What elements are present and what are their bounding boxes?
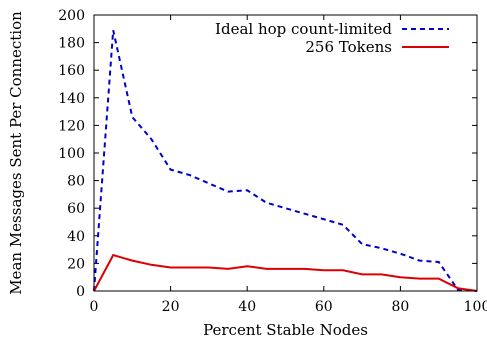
y-tick-label: 20 — [67, 256, 85, 272]
y-axis-label: Mean Messages Sent Per Connection — [7, 11, 25, 295]
x-tick-label: 40 — [238, 299, 256, 315]
x-tick-label: 20 — [162, 299, 180, 315]
series-line-256-tokens — [93, 253, 478, 292]
x-tick-labels: 0 20 40 60 80 100 — [90, 299, 487, 315]
x-axis-label: Percent Stable Nodes — [203, 321, 368, 339]
x-tick-label: 60 — [315, 299, 333, 315]
y-tick-label: 80 — [67, 174, 85, 190]
y-tick-label: 0 — [76, 284, 85, 300]
y-tick-label: 60 — [67, 201, 85, 217]
y-tick-label: 140 — [58, 91, 85, 107]
y-tick-label: 200 — [58, 8, 85, 24]
legend-label-256-tokens: 256 Tokens — [305, 38, 392, 56]
legend: Ideal hop count-limited 256 Tokens — [215, 20, 449, 56]
y-tick-labels: 0 20 40 60 80 100 120 140 160 180 200 — [58, 8, 85, 300]
x-tick-label: 0 — [90, 299, 99, 315]
y-tick-label: 160 — [58, 63, 85, 79]
x-tick-label: 100 — [464, 299, 487, 315]
x-tick-label: 80 — [391, 299, 409, 315]
plot-frame — [93, 14, 478, 292]
axis-ticks — [93, 14, 478, 292]
series-layer — [93, 29, 478, 292]
legend-label-ideal: Ideal hop count-limited — [215, 20, 392, 38]
y-tick-label: 180 — [58, 36, 85, 52]
y-tick-label: 100 — [58, 146, 85, 162]
series-line-ideal-hop-count-limited — [93, 29, 478, 292]
y-tick-label: 40 — [67, 229, 85, 245]
y-tick-label: 120 — [58, 118, 85, 134]
